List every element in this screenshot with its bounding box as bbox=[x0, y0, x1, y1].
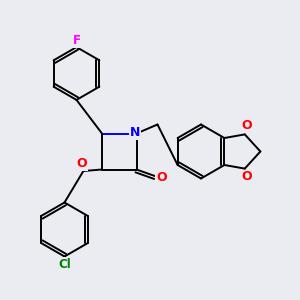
Text: N: N bbox=[130, 125, 140, 139]
Text: Cl: Cl bbox=[58, 257, 71, 271]
Text: O: O bbox=[76, 157, 87, 170]
Text: O: O bbox=[241, 170, 252, 184]
Text: F: F bbox=[73, 34, 80, 47]
Text: O: O bbox=[156, 171, 167, 184]
Text: O: O bbox=[241, 119, 252, 133]
